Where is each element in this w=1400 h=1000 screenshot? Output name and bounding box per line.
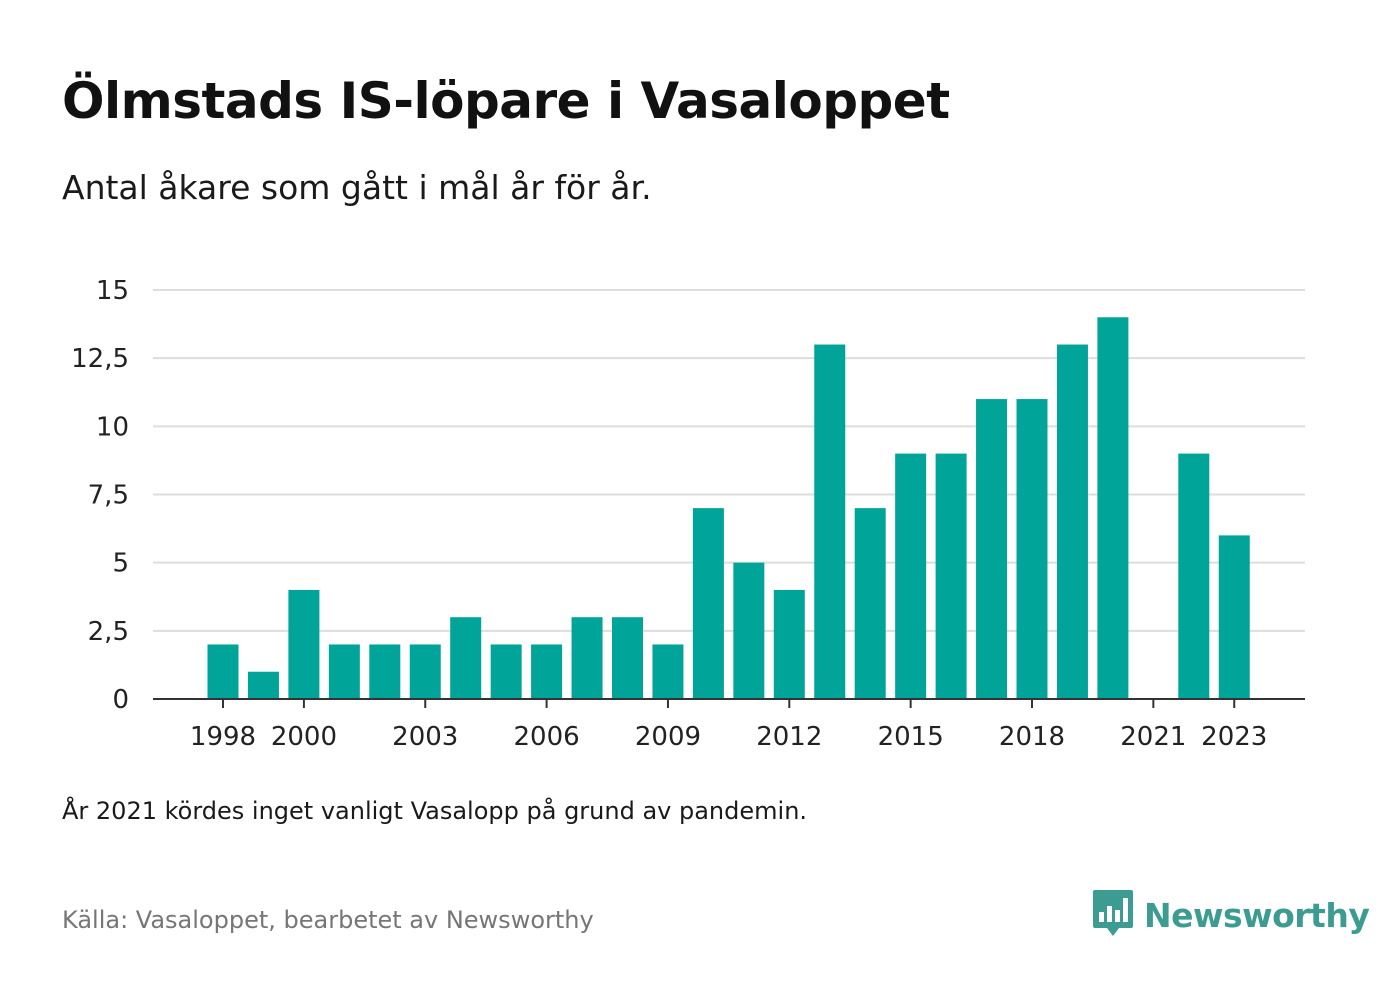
bar-2005 xyxy=(490,644,522,699)
bar-2020 xyxy=(1097,317,1129,699)
bar-2011 xyxy=(733,562,765,699)
bar-2000 xyxy=(288,589,320,699)
bar-2017 xyxy=(976,399,1008,699)
y-tick-label: 12,5 xyxy=(71,344,129,374)
bar-2014 xyxy=(854,508,886,699)
bars xyxy=(207,317,1250,699)
bar-2007 xyxy=(571,617,603,699)
bar-chart-speech-bubble-icon xyxy=(1093,890,1133,936)
bar-2003 xyxy=(409,644,441,699)
chart-subtitle: Antal åkare som gått i mål år för år. xyxy=(62,168,652,207)
bar-1998 xyxy=(207,644,239,699)
x-tick-label: 2012 xyxy=(756,722,822,752)
x-tick-label: 2021 xyxy=(1120,722,1186,752)
bar-1999 xyxy=(247,671,279,699)
bar-2010 xyxy=(692,508,724,699)
grid-lines xyxy=(153,289,1305,632)
bar-2009 xyxy=(652,644,684,699)
y-tick-label: 0 xyxy=(112,685,129,715)
bar-2012 xyxy=(773,589,805,699)
x-tick-label: 2006 xyxy=(514,722,580,752)
x-tick-label: 2015 xyxy=(878,722,944,752)
y-tick-label: 5 xyxy=(112,549,129,579)
chart-title: Ölmstads IS-löpare i Vasaloppet xyxy=(62,72,950,130)
bar-2001 xyxy=(328,644,360,699)
bar-2006 xyxy=(531,644,563,699)
x-tick-label: 2009 xyxy=(635,722,701,752)
bar-2008 xyxy=(612,617,643,699)
x-tick-label: 2018 xyxy=(999,722,1065,752)
bar-2015 xyxy=(895,453,927,699)
source-text: Källa: Vasaloppet, bearbetet av Newswort… xyxy=(62,906,594,934)
x-tick-label: 2003 xyxy=(392,722,458,752)
bar-2022 xyxy=(1178,453,1210,699)
bar-2018 xyxy=(1016,399,1048,699)
x-axis xyxy=(153,698,1305,708)
bar-2016 xyxy=(935,453,967,699)
y-tick-label: 15 xyxy=(96,276,129,306)
bar-2019 xyxy=(1056,344,1088,699)
y-axis-labels: 0 2,5 5 7,5 10 12,5 15 xyxy=(71,276,129,715)
bar-2004 xyxy=(450,617,482,699)
bar-2013 xyxy=(814,344,846,699)
x-tick-label: 1998 xyxy=(190,722,256,752)
bar-2023 xyxy=(1218,535,1250,699)
x-tick-label: 2000 xyxy=(271,722,337,752)
y-tick-label: 2,5 xyxy=(88,617,129,647)
x-axis-labels: 1998 2000 2003 2006 2009 2012 2015 2018 2021 2023 xyxy=(190,722,1267,752)
newsworthy-logo: Newsworthy xyxy=(1092,888,1370,942)
bar-2002 xyxy=(369,644,401,699)
chart-note: År 2021 kördes inget vanligt Vasalopp på… xyxy=(62,797,808,825)
y-tick-label: 7,5 xyxy=(88,481,129,511)
x-tick-label: 2023 xyxy=(1201,722,1267,752)
logo-text: Newsworthy xyxy=(1144,895,1370,935)
y-tick-label: 10 xyxy=(96,412,129,442)
bar-chart: 0 2,5 5 7,5 10 12,5 15 1998 2000 2003 2006 2009 201… xyxy=(71,276,1305,752)
